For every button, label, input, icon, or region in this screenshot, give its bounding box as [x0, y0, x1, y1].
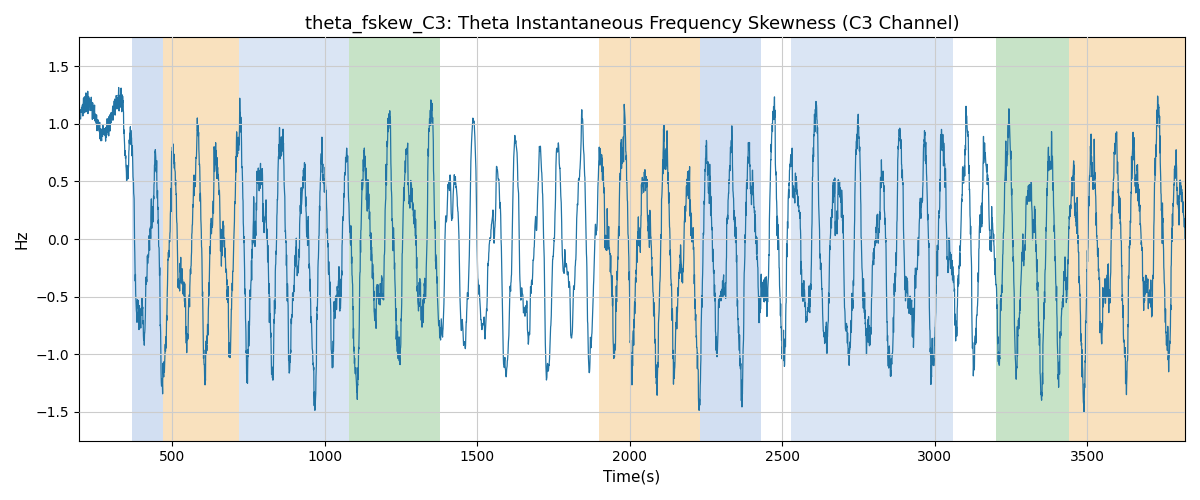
Bar [1069, 38, 1186, 440]
Bar [791, 38, 953, 440]
Bar [996, 38, 1069, 440]
Bar [349, 38, 440, 440]
Bar [700, 38, 761, 440]
Bar [599, 38, 700, 440]
Y-axis label: Hz: Hz [14, 230, 30, 249]
Bar [163, 38, 239, 440]
Bar [239, 38, 349, 440]
X-axis label: Time(s): Time(s) [604, 470, 660, 485]
Bar [132, 38, 163, 440]
Title: theta_fskew_C3: Theta Instantaneous Frequency Skewness (C3 Channel): theta_fskew_C3: Theta Instantaneous Freq… [305, 15, 959, 34]
